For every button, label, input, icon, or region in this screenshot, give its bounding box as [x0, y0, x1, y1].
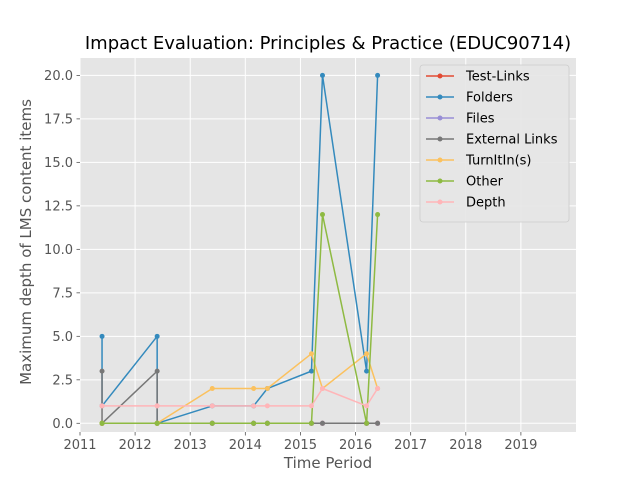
y-axis-ticks: 0.0 2.5 5.0 7.5 10.0 12.5 15.0 17.5 20.0 — [44, 69, 80, 432]
legend-label: Folders — [466, 91, 513, 106]
legend-swatch-marker — [437, 178, 443, 184]
data-point-other — [99, 420, 105, 426]
data-point-folders — [154, 333, 160, 339]
data-point-other — [364, 420, 370, 426]
data-point-turnitin-s — [364, 351, 370, 357]
data-point-other — [319, 212, 325, 218]
legend-label: Depth — [466, 196, 506, 211]
legend-label: Other — [466, 175, 504, 190]
data-point-depth — [209, 403, 215, 409]
x-tick-label: 2014 — [229, 438, 262, 453]
x-axis-ticks: 2011 2012 2013 2014 2015 2016 2017 2018 2019 — [63, 432, 537, 453]
y-tick-label: 12.5 — [44, 199, 73, 214]
data-point-folders — [308, 368, 314, 374]
data-point-external-links — [154, 368, 160, 374]
data-point-depth — [364, 403, 370, 409]
data-point-other — [308, 420, 314, 426]
legend-item-other: Other — [426, 175, 504, 190]
y-tick-label: 15.0 — [44, 156, 73, 171]
legend-item-turnitin-s: TurnItIn(s) — [426, 154, 531, 169]
data-point-turnitin-s — [308, 351, 314, 357]
data-point-folders — [319, 72, 325, 78]
x-tick-label: 2019 — [504, 438, 537, 453]
x-tick-label: 2012 — [119, 438, 152, 453]
legend-item-depth: Depth — [426, 196, 506, 211]
y-tick-label: 7.5 — [52, 286, 73, 301]
data-point-turnitin-s — [264, 386, 270, 392]
legend-label: Files — [466, 112, 495, 127]
legend: Test-Links Folders Files External Links Turn… — [419, 64, 570, 223]
legend-label: TurnItIn(s) — [465, 154, 531, 169]
data-point-turnitin-s — [209, 386, 215, 392]
data-point-folders — [99, 333, 105, 339]
x-tick-label: 2013 — [174, 438, 207, 453]
data-point-depth — [375, 386, 381, 392]
series-depth — [99, 386, 381, 409]
data-point-other — [154, 420, 160, 426]
data-point-other — [375, 212, 381, 218]
legend-item-files: Files — [426, 112, 495, 127]
data-point-folders — [364, 368, 370, 374]
legend-label: Test-Links — [465, 70, 530, 85]
x-tick-label: 2015 — [284, 438, 317, 453]
legend-swatch-marker — [437, 115, 443, 121]
data-point-other — [251, 420, 257, 426]
y-tick-label: 2.5 — [52, 373, 73, 388]
data-point-depth — [319, 386, 325, 392]
legend-item-test-links: Test-Links — [426, 70, 530, 85]
legend-item-external-links: External Links — [426, 133, 558, 148]
data-point-external-links — [99, 368, 105, 374]
x-axis-title: Time Period — [283, 454, 372, 472]
chart-title: Impact Evaluation: Principles & Practice… — [85, 33, 571, 54]
legend-item-folders: Folders — [426, 91, 513, 106]
legend-box — [419, 64, 570, 223]
legend-label: External Links — [466, 133, 558, 148]
x-tick-label: 2016 — [339, 438, 372, 453]
data-point-other — [209, 420, 215, 426]
data-point-external-links — [319, 420, 325, 426]
y-tick-label: 20.0 — [44, 69, 73, 84]
data-point-turnitin-s — [251, 386, 257, 392]
data-point-other — [264, 420, 270, 426]
series-other — [99, 212, 381, 426]
legend-swatch-marker — [437, 94, 443, 100]
legend-swatch-marker — [437, 199, 443, 205]
legend-swatch-marker — [437, 73, 443, 79]
series-lines — [99, 72, 381, 426]
data-point-external-links — [375, 420, 381, 426]
data-point-depth — [154, 403, 160, 409]
x-tick-label: 2017 — [394, 438, 427, 453]
x-tick-label: 2011 — [63, 438, 96, 453]
data-point-depth — [99, 403, 105, 409]
data-point-depth — [308, 403, 314, 409]
data-point-folders — [375, 72, 381, 78]
y-tick-label: 10.0 — [44, 243, 73, 258]
legend-swatch-marker — [437, 136, 443, 142]
data-point-depth — [264, 403, 270, 409]
x-tick-label: 2018 — [449, 438, 482, 453]
y-tick-label: 17.5 — [44, 112, 73, 127]
data-point-depth — [251, 403, 257, 409]
y-tick-label: 0.0 — [52, 417, 73, 432]
y-tick-label: 5.0 — [52, 330, 73, 345]
y-axis-title: Maximum depth of LMS content items — [17, 99, 35, 385]
legend-swatch-marker — [437, 157, 443, 163]
